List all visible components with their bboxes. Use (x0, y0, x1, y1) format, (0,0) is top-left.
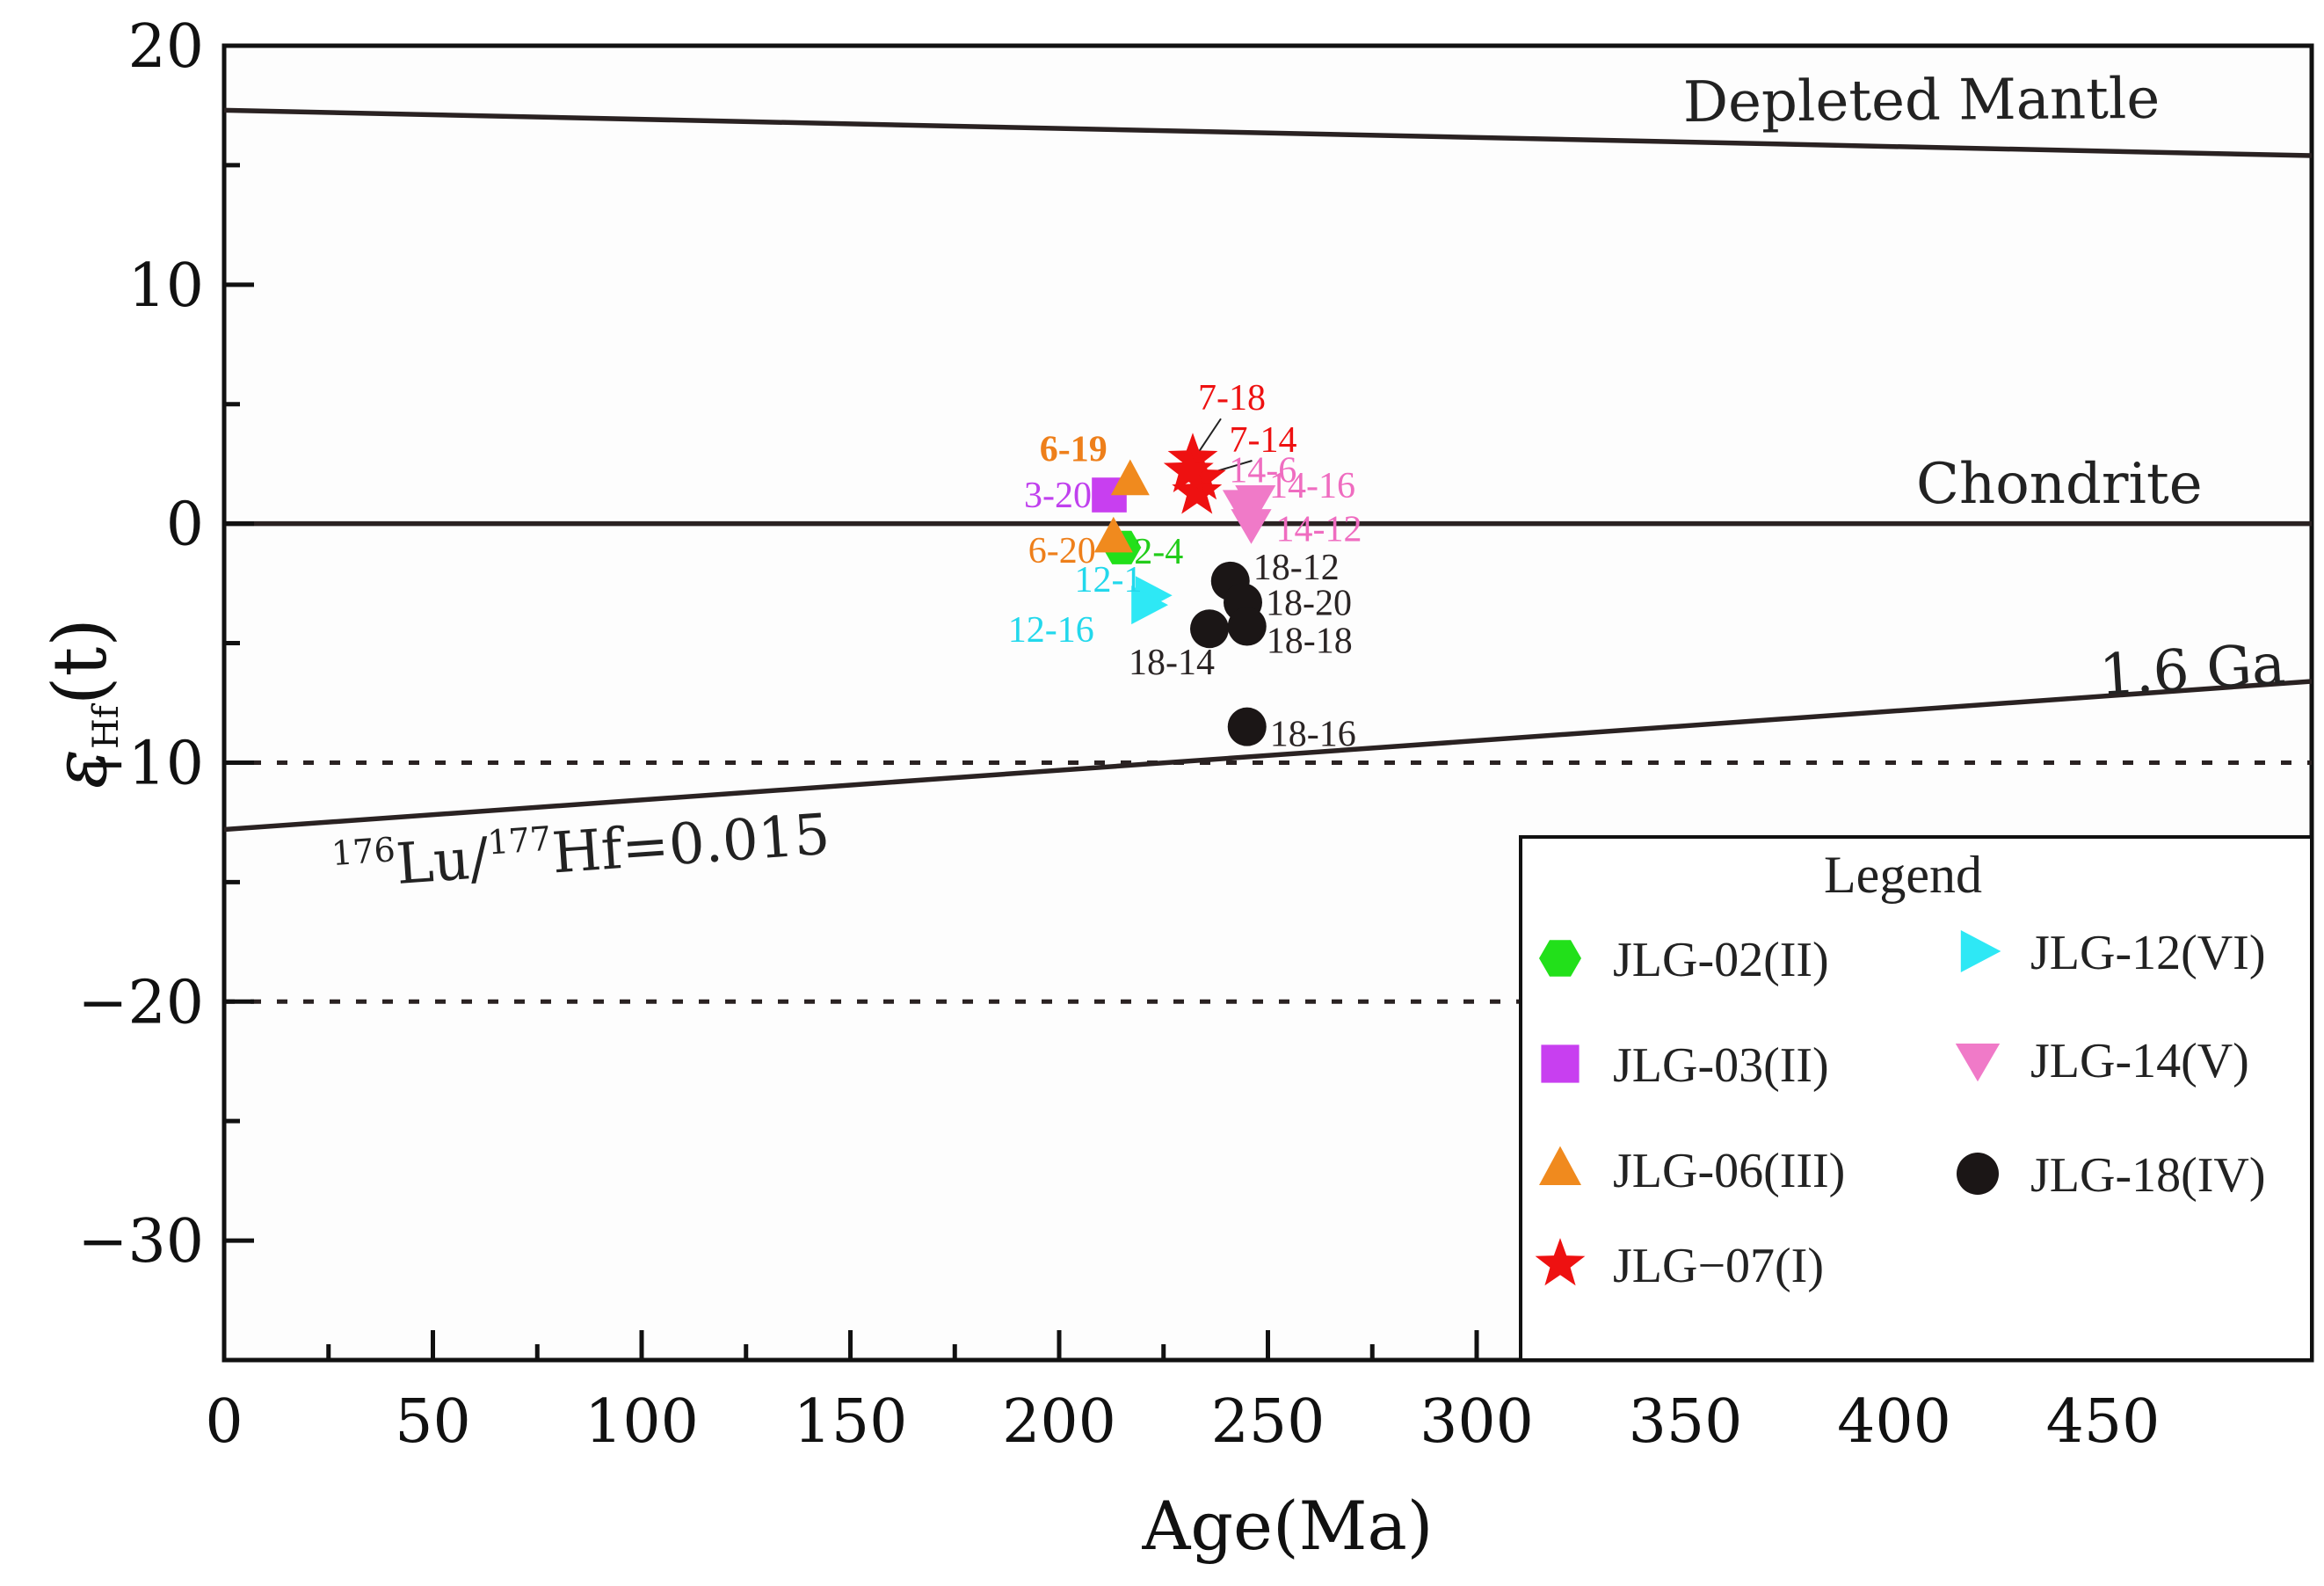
point-label-7-18: 7-18 (1198, 378, 1266, 418)
x-tick-label-100: 100 (585, 1387, 699, 1457)
point-label-7-14: 7-14 (1230, 420, 1297, 461)
chondrite-label: Chondrite (1916, 452, 2203, 517)
lu-hf-part-lu: Lu/ (394, 826, 491, 898)
point-label-12-16: 12-16 (1008, 610, 1094, 651)
legend-box (1519, 835, 2313, 1362)
y-tick-label-neg20: −20 (77, 968, 204, 1037)
legend-title: Legend (1824, 846, 1982, 904)
y-axis-title-epsilon: ε (37, 749, 123, 789)
y-tick-label-20: 20 (127, 12, 204, 82)
svg-text:εHf(t): εHf(t) (37, 618, 127, 789)
legend-marker-jlg-07-i (1535, 1238, 1586, 1286)
point-label-6-19: 6-19 (1040, 430, 1108, 470)
x-tick-label-300: 300 (1420, 1387, 1534, 1457)
x-tick-label-50: 50 (395, 1387, 471, 1457)
point-jlg-06-iii-1 (1093, 516, 1133, 553)
point-label-18-18: 18-18 (1267, 622, 1353, 662)
legend-marker-jlg-18-iv (1957, 1153, 1999, 1195)
point-label-18-20: 18-20 (1266, 583, 1352, 623)
point-jlg-12-vi-1 (1131, 586, 1168, 625)
point-label-12-1: 12-1 (1075, 560, 1143, 600)
point-jlg-07-i-2 (1172, 466, 1223, 514)
point-jlg-18-iv-2 (1227, 607, 1267, 646)
x-tick-label-400: 400 (1837, 1387, 1951, 1457)
legend-label-jlg-02-ii: JLG-02(II) (1613, 933, 1829, 987)
lu-hf-sup-176: 176 (330, 830, 396, 873)
point-label-2-4: 2-4 (1134, 532, 1183, 572)
point-jlg-14-v-2 (1231, 509, 1272, 544)
y-axis-title: εHf(t) (37, 618, 127, 789)
point-label-14-6: 14-6 (1229, 450, 1296, 491)
legend-label-jlg-06-iii: JLG-06(III) (1613, 1144, 1845, 1198)
x-tick-label-250: 250 (1211, 1387, 1325, 1457)
point-jlg-07-i-1 (1176, 452, 1226, 500)
depleted-mantle-label: Depleted Mantle (1683, 67, 2161, 135)
y-tick-label-neg10: −10 (77, 729, 204, 798)
reference-line-1-6-ga-crust (224, 679, 2312, 833)
legend-label-jlg-07-i: JLG−07(I) (1613, 1239, 1824, 1293)
x-tick-label-150: 150 (794, 1387, 908, 1457)
x-tick-label-450: 450 (2046, 1387, 2161, 1457)
leader-line-7-18 (1195, 418, 1222, 456)
point-label-6-20: 6-20 (1028, 531, 1096, 571)
point-jlg-18-iv-4 (1227, 707, 1267, 746)
data-points (1092, 433, 1276, 746)
point-jlg-07-i-3 (1163, 444, 1214, 492)
y-tick-label-0: 0 (166, 491, 204, 560)
legend-marker-jlg-14-v (1955, 1044, 2001, 1082)
point-label-18-16: 18-16 (1270, 715, 1356, 755)
y-tick-label-10: 10 (127, 251, 204, 321)
x-tick-label-0: 0 (205, 1387, 243, 1457)
legend-marker-jlg-03-ii (1541, 1044, 1580, 1083)
point-jlg-06-iii-0 (1110, 459, 1150, 496)
x-axis-tick-labels: 0 50 100 150 200 250 300 350 400 450 (205, 1387, 2160, 1457)
legend-label-jlg-14-v: JLG-14(V) (2030, 1034, 2249, 1088)
x-axis-title: Age(Ma) (1142, 1487, 1434, 1565)
reference-line-depleted-mantle (224, 107, 2312, 158)
y-axis-tick-labels: 20 10 0 −10 −20 −30 (77, 12, 204, 1277)
point-label-14-16: 14-16 (1269, 466, 1355, 506)
point-label-18-14: 18-14 (1129, 643, 1215, 683)
data-point-labels: 2-43-206-196-207-187-1412-112-1614-614-1… (1008, 378, 1362, 754)
y-axis-title-suffix: (t) (37, 618, 123, 705)
legend-entries: JLG-02(II) JLG-12(VI) JLG-03(II) JLG-14(V) J… (1535, 926, 2265, 1293)
legend-label-jlg-18-iv: JLG-18(IV) (2030, 1148, 2265, 1203)
ga-1-6-label: 1.6 Ga (2097, 632, 2287, 709)
lu-hf-sup-177: 177 (486, 819, 552, 862)
y-axis-title-sub: Hf (86, 702, 127, 749)
point-label-3-20: 3-20 (1024, 476, 1092, 516)
y-axis-ticks (224, 43, 254, 1363)
point-label-14-12: 14-12 (1276, 510, 1362, 550)
legend-label-jlg-03-ii: JLG-03(II) (1613, 1038, 1829, 1093)
legend-marker-jlg-02-ii (1539, 940, 1581, 977)
y-tick-label-neg30: −30 (77, 1207, 204, 1277)
legend-marker-jlg-12-vi (1960, 930, 2001, 972)
x-tick-label-350: 350 (1629, 1387, 1743, 1457)
legend-marker-jlg-06-iii (1539, 1146, 1581, 1185)
legend-label-jlg-12-vi: JLG-12(VI) (2030, 926, 2265, 980)
point-jlg-18-iv-3 (1190, 609, 1229, 649)
x-tick-label-200: 200 (1002, 1387, 1116, 1457)
legend: Legend JLG-02(II) JLG-12(VI)JLG-03(II) JLG… (1519, 835, 2313, 1362)
point-jlg-14-v-1 (1222, 490, 1264, 525)
reference-lines (224, 107, 2312, 1004)
point-label-18-12: 18-12 (1253, 548, 1340, 588)
